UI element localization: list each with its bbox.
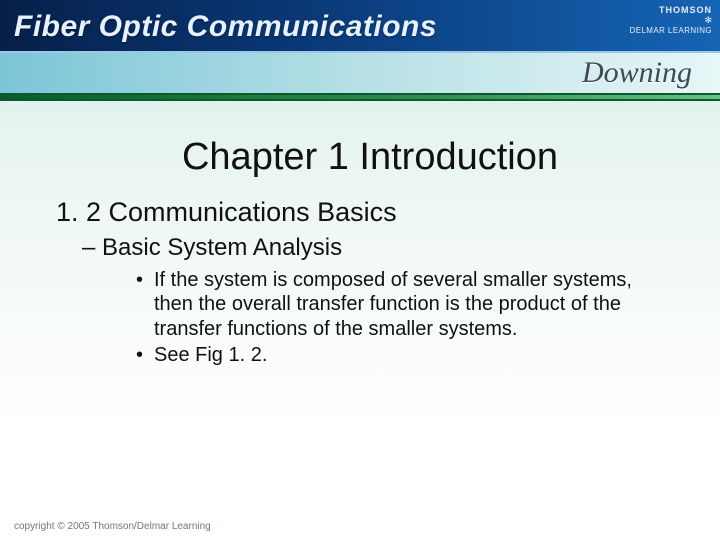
publisher-block: THOMSON ✻ DELMAR LEARNING [630, 5, 712, 35]
header-banner: Fiber Optic Communications THOMSON ✻ DEL… [0, 0, 720, 118]
publisher-subbrand: DELMAR LEARNING [630, 26, 712, 35]
book-title: Fiber Optic Communications [0, 10, 437, 44]
chapter-title: Chapter 1 Introduction [56, 136, 684, 179]
slide-content: Chapter 1 Introduction 1. 2 Communicatio… [0, 128, 720, 370]
banner-author-stripe: Downing [0, 53, 720, 93]
subsection-title: – Basic System Analysis [82, 234, 684, 262]
bullet-item: See Fig 1. 2. [136, 343, 664, 367]
publisher-name: THOMSON [630, 5, 712, 15]
copyright-text: copyright © 2005 Thomson/Delmar Learning [14, 521, 211, 532]
bullet-list: If the system is composed of several sma… [136, 268, 664, 368]
publisher-star-icon: ✻ [630, 15, 712, 25]
banner-separator-3 [0, 99, 720, 101]
slide-container: Fiber Optic Communications THOMSON ✻ DEL… [0, 0, 720, 540]
banner-title-stripe: Fiber Optic Communications THOMSON ✻ DEL… [0, 3, 720, 51]
section-title: 1. 2 Communications Basics [56, 197, 684, 228]
bullet-item: If the system is composed of several sma… [136, 268, 664, 341]
author-name: Downing [582, 56, 692, 90]
